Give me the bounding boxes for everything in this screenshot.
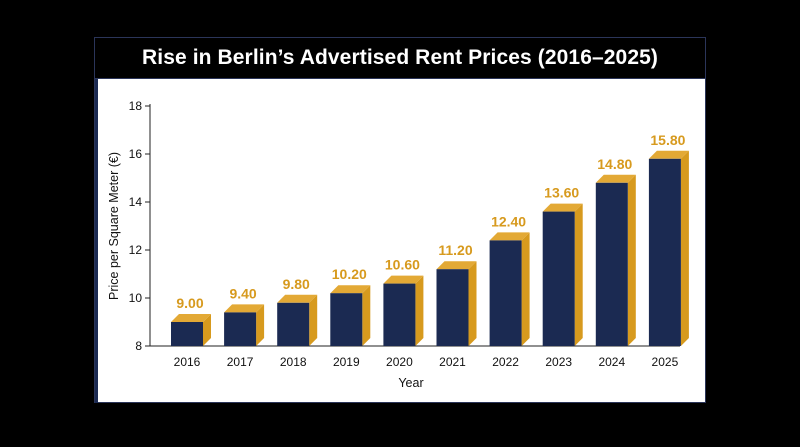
value-label: 10.20 (332, 266, 367, 282)
bar-2017 (224, 304, 265, 346)
x-tick-label: 2021 (439, 355, 466, 369)
bar-2018 (277, 294, 318, 346)
x-tick-label: 2020 (386, 355, 413, 369)
y-tick-label: 14 (129, 195, 143, 209)
bar-top (277, 294, 318, 303)
x-tick-label: 2025 (652, 355, 679, 369)
bar-top (489, 232, 530, 241)
x-tick-label: 2023 (545, 355, 572, 369)
bar-2024 (595, 174, 636, 346)
bar-front (436, 269, 469, 346)
value-label: 14.80 (597, 156, 632, 172)
x-tick-label: 2022 (492, 355, 519, 369)
value-label: 12.40 (491, 213, 526, 229)
bar-front (542, 211, 575, 346)
bar-side (309, 294, 318, 346)
bar-side (203, 314, 211, 346)
value-label: 9.00 (176, 295, 203, 311)
bar-front (171, 322, 203, 346)
bar-2021 (436, 261, 477, 346)
value-label: 10.60 (385, 257, 420, 273)
value-label: 13.60 (544, 185, 579, 201)
bar-side (521, 232, 530, 346)
x-axis-title: Year (398, 376, 423, 390)
bar-front (595, 182, 628, 346)
x-tick-label: 2016 (174, 355, 201, 369)
bars (171, 150, 689, 346)
bar-2025 (648, 150, 689, 346)
bar-2016 (171, 314, 211, 346)
bar-front (489, 240, 522, 346)
title-bar: Rise in Berlin’s Advertised Rent Prices … (95, 38, 705, 79)
y-tick-label: 8 (135, 339, 142, 353)
y-axis: 8 10 12 14 16 18 (129, 99, 151, 353)
bar-side (415, 275, 424, 346)
bar-side (680, 150, 689, 346)
value-label: 9.40 (229, 285, 256, 301)
bar-top (224, 304, 265, 313)
bar-top (171, 314, 211, 322)
value-label: 9.80 (283, 276, 310, 292)
y-axis-title: Price per Square Meter (€) (107, 152, 121, 300)
left-accent-bar (95, 79, 98, 403)
bar-2020 (383, 275, 424, 346)
bar-2022 (489, 232, 530, 346)
bar-front (224, 312, 257, 346)
x-tick-label: 2024 (598, 355, 625, 369)
bar-side (362, 285, 371, 346)
bar-side (574, 203, 583, 346)
value-label: 15.80 (650, 132, 685, 148)
bar-front (277, 302, 310, 346)
x-tick-label: 2017 (227, 355, 254, 369)
bar-top (383, 275, 424, 284)
bar-top (436, 261, 477, 270)
y-tick-label: 16 (129, 147, 143, 161)
chart-title: Rise in Berlin’s Advertised Rent Prices … (142, 46, 658, 69)
bar-top (330, 285, 371, 294)
bar-top (542, 203, 583, 212)
x-tick-label: 2019 (333, 355, 360, 369)
value-labels: 9.00 9.40 9.80 10.20 10.60 11.20 12.40 13.60 14.… (176, 132, 685, 311)
bar-top (648, 150, 689, 159)
y-tick-label: 10 (129, 291, 143, 305)
bar-side (468, 261, 477, 346)
x-tick-label: 2018 (280, 355, 307, 369)
bar-2019 (330, 285, 371, 346)
x-axis: 2016 2017 2018 2019 2020 2021 2022 2023 2024 2025 (150, 345, 680, 369)
value-label: 11.20 (438, 242, 472, 258)
y-tick-label: 12 (129, 243, 143, 257)
bar-front (330, 293, 363, 346)
bar-top (595, 174, 636, 183)
bar-side (256, 304, 265, 346)
bar-front (648, 158, 681, 346)
bar-2023 (542, 203, 583, 346)
bar-front (383, 283, 416, 346)
y-tick-label: 18 (129, 99, 143, 113)
bar-side (627, 174, 636, 346)
